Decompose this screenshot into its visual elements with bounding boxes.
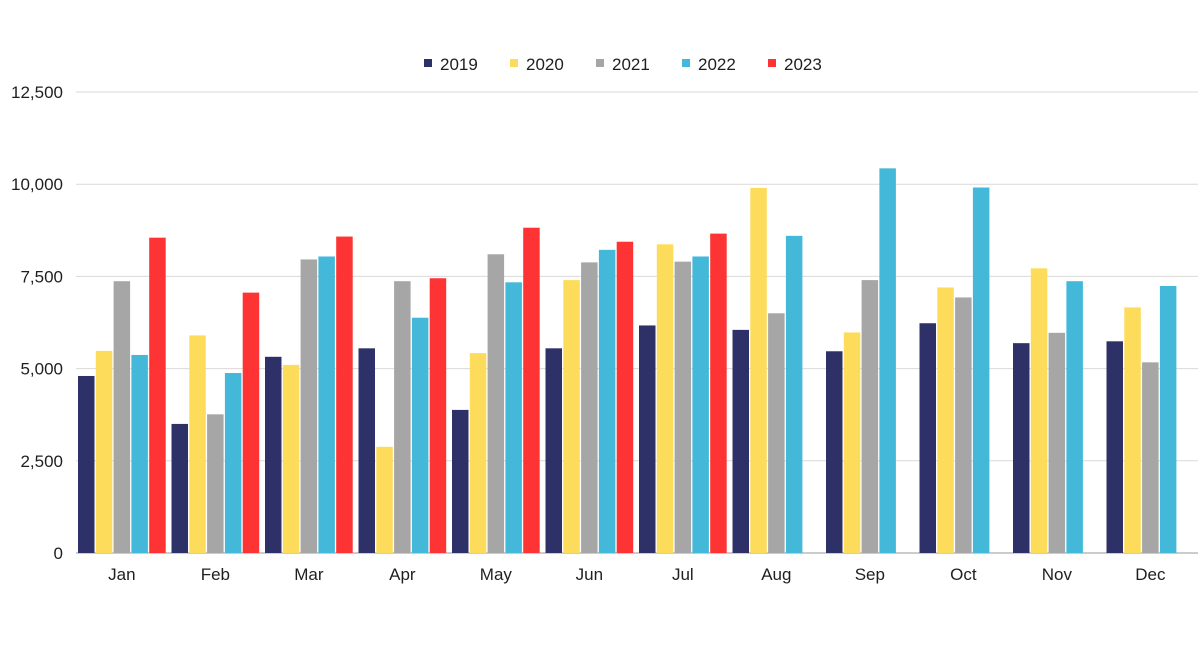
legend-label: 2022 xyxy=(698,55,736,74)
y-tick-label: 5,000 xyxy=(20,360,63,379)
bar-2020-aug xyxy=(750,187,767,553)
x-tick-label: Dec xyxy=(1135,565,1166,584)
x-tick-label: Oct xyxy=(950,565,977,584)
bar-2022-oct xyxy=(972,187,990,553)
legend-label: 2021 xyxy=(612,55,650,74)
y-tick-label: 0 xyxy=(54,544,63,563)
bar-2020-nov xyxy=(1030,268,1048,553)
bar-2020-dec xyxy=(1124,307,1141,553)
bar-2023-jun xyxy=(616,241,634,554)
bar-2021-apr xyxy=(394,281,411,553)
bar-2021-may xyxy=(487,254,505,553)
legend-label: 2019 xyxy=(440,55,478,74)
bar-2020-jan xyxy=(95,350,113,553)
x-tick-label: Aug xyxy=(761,565,791,584)
bar-2021-jan xyxy=(113,281,131,553)
bar-2022-sep xyxy=(879,168,896,553)
bar-2022-feb xyxy=(224,373,242,553)
bar-2019-jul xyxy=(639,325,656,553)
bar-2023-may xyxy=(523,227,540,554)
bar-2020-apr xyxy=(376,446,393,553)
bar-2021-mar xyxy=(300,259,318,553)
bar-2020-mar xyxy=(282,364,300,553)
x-tick-label: Jul xyxy=(672,565,694,584)
bar-2021-jun xyxy=(581,262,598,553)
bar-2020-feb xyxy=(189,335,206,553)
bar-2020-oct xyxy=(937,287,954,553)
bars xyxy=(78,168,1177,554)
bar-2019-nov xyxy=(1013,343,1030,553)
bar-2019-apr xyxy=(358,348,375,553)
y-tick-label: 12,500 xyxy=(11,83,63,102)
bar-2022-jun xyxy=(598,249,616,553)
legend-swatch xyxy=(510,59,518,67)
bar-2022-aug xyxy=(785,235,803,553)
bar-2021-aug xyxy=(768,313,785,553)
bar-2020-jun xyxy=(563,280,580,553)
bar-2022-apr xyxy=(411,317,429,553)
gridlines xyxy=(76,91,1198,554)
y-axis-tick-labels: 0 2,500 5,000 7,500 10,000 12,500 xyxy=(11,83,63,563)
bar-2019-jan xyxy=(78,375,95,553)
x-axis-tick-labels: Jan Feb Mar Apr May Jun Jul Aug Sep Oct Nov Dec xyxy=(108,565,1166,584)
bar-2021-jul xyxy=(674,261,692,553)
bar-2023-mar xyxy=(336,236,353,554)
legend-swatch xyxy=(424,59,432,67)
bar-2022-jan xyxy=(131,354,148,553)
y-tick-label: 10,000 xyxy=(11,175,63,194)
x-tick-label: Feb xyxy=(201,565,230,584)
bar-2019-mar xyxy=(265,356,282,553)
bar-2022-dec xyxy=(1159,285,1177,553)
bar-2019-may xyxy=(452,409,469,553)
x-tick-label: Jun xyxy=(576,565,603,584)
bar-2021-sep xyxy=(861,280,879,553)
bar-2023-jul xyxy=(710,233,727,553)
legend-label: 2023 xyxy=(784,55,822,74)
bar-2023-apr xyxy=(429,278,447,553)
legend-swatch xyxy=(768,59,776,67)
bar-2023-jan xyxy=(149,237,166,553)
bar-2020-may xyxy=(469,353,487,553)
bar-2019-sep xyxy=(826,351,843,553)
bar-2021-nov xyxy=(1048,332,1066,553)
bar-2021-oct xyxy=(955,297,972,553)
bar-2019-feb xyxy=(171,423,188,553)
bar-2023-feb xyxy=(242,292,260,553)
x-tick-label: Apr xyxy=(389,565,416,584)
bar-2020-jul xyxy=(656,244,674,554)
bar-2022-jul xyxy=(692,256,709,553)
x-tick-label: Nov xyxy=(1042,565,1073,584)
legend-swatch xyxy=(682,59,690,67)
bar-2019-oct xyxy=(919,323,936,553)
bar-2021-feb xyxy=(207,414,224,553)
bar-2019-dec xyxy=(1106,341,1123,553)
y-tick-label: 7,500 xyxy=(20,267,63,286)
bar-2019-jun xyxy=(545,348,562,553)
legend-label: 2020 xyxy=(526,55,564,74)
bar-2022-may xyxy=(505,282,522,553)
bar-2022-nov xyxy=(1066,281,1083,553)
x-tick-label: Mar xyxy=(294,565,324,584)
y-tick-label: 2,500 xyxy=(20,452,63,471)
x-tick-label: Jan xyxy=(108,565,135,584)
x-tick-label: Sep xyxy=(855,565,885,584)
bar-2022-mar xyxy=(318,256,335,553)
x-tick-label: May xyxy=(480,565,513,584)
legend-swatch xyxy=(596,59,604,67)
bar-2019-aug xyxy=(732,329,749,553)
legend: 2019 2020 2021 2022 2023 xyxy=(424,55,822,74)
bar-2020-sep xyxy=(843,332,861,553)
bar-2021-dec xyxy=(1142,362,1159,553)
